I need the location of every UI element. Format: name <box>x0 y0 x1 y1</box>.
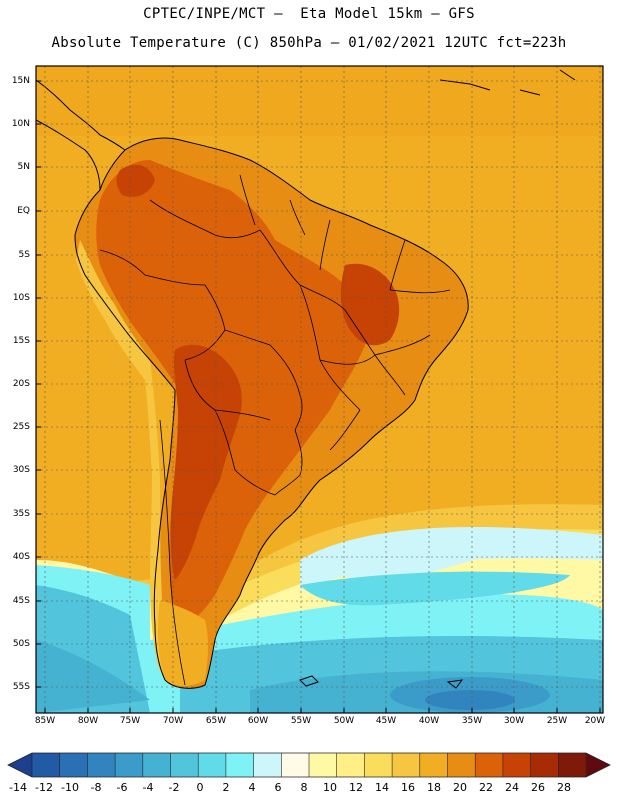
colorbar-outline <box>7 752 611 778</box>
lon-label: 45W <box>375 716 397 726</box>
colorbar-label: 0 <box>196 781 204 794</box>
colorbar-swatch <box>170 753 199 777</box>
colorbar-label: 26 <box>531 781 545 794</box>
colorbar-label: -4 <box>142 781 154 794</box>
lat-label: 50S <box>12 639 30 649</box>
warm-band <box>36 66 603 136</box>
colorbar-label: 14 <box>375 781 389 794</box>
colorbar-label: -14 <box>9 781 27 794</box>
hot-chaco <box>170 344 242 580</box>
lon-label: 30W <box>503 716 525 726</box>
central-america-coast <box>36 79 126 151</box>
colorbar-label: 20 <box>453 781 467 794</box>
falklands <box>299 675 319 687</box>
lat-label: 10N <box>11 119 30 129</box>
lat-label: 55S <box>12 682 30 692</box>
colorbar-swatch <box>32 753 61 777</box>
colorbar-label: -10 <box>61 781 79 794</box>
lon-label: 40W <box>418 716 440 726</box>
colorbar-arrow-high <box>586 753 610 777</box>
colorbar-label: -6 <box>116 781 128 794</box>
colorbar-label: 2 <box>222 781 230 794</box>
lat-label: 10S <box>12 293 30 303</box>
colorbar-swatch <box>447 753 476 777</box>
lon-label: 60W <box>247 716 269 726</box>
coastline <box>74 137 469 689</box>
lon-label: 70W <box>162 716 184 726</box>
hot-north <box>116 164 155 197</box>
colorbar-swatch <box>281 753 310 777</box>
lat-label: 15N <box>11 76 30 86</box>
lon-label: 80W <box>77 716 99 726</box>
lat-label: EQ <box>17 206 30 216</box>
south-georgia <box>446 679 464 689</box>
cold-sw <box>36 640 150 713</box>
map-title-line-1: CPTEC/INPE/MCT – Eta Model 15km – GFS <box>143 6 475 22</box>
colorbar-label: 18 <box>427 781 441 794</box>
colorbar-swatch <box>475 753 504 777</box>
lon-label: 65W <box>205 716 227 726</box>
lon-label: 55W <box>290 716 312 726</box>
colorbar-label: 10 <box>323 781 337 794</box>
colorbar-arrow-low <box>8 753 32 777</box>
colorbar-swatch <box>419 753 448 777</box>
colorbar-label: 6 <box>274 781 282 794</box>
colorbar-label: 8 <box>300 781 308 794</box>
lat-label: 30S <box>12 465 30 475</box>
cold-core-inner <box>425 690 515 710</box>
lon-label: 85W <box>34 716 56 726</box>
lat-label: 40S <box>12 552 30 562</box>
colorbar-swatch <box>253 753 282 777</box>
colorbar-swatch <box>530 753 559 777</box>
hot-brazil <box>340 263 400 346</box>
colorbar-swatch <box>87 753 116 777</box>
colorbar-label: 4 <box>248 781 256 794</box>
colorbar-label: 22 <box>479 781 493 794</box>
lat-label: 45S <box>12 596 30 606</box>
lat-label: 20S <box>12 379 30 389</box>
lon-label: 50W <box>333 716 355 726</box>
colorbar-label: 12 <box>349 781 363 794</box>
lat-label: 15S <box>12 336 30 346</box>
lat-label: 25S <box>12 422 30 432</box>
colorbar-label: -2 <box>168 781 180 794</box>
country-borders <box>99 174 451 686</box>
colorbar-label: 24 <box>505 781 519 794</box>
map-frame <box>35 65 604 714</box>
lon-label: 20W <box>584 716 606 726</box>
caribbean-islands-2 <box>519 69 576 96</box>
colorbar-label: 28 <box>557 781 571 794</box>
colorbar <box>7 752 611 778</box>
lat-label: 5S <box>18 250 30 260</box>
axis-ticks <box>36 80 601 713</box>
colorbar-swatch <box>392 753 421 777</box>
lat-label: 35S <box>12 509 30 519</box>
colorbar-label: 16 <box>401 781 415 794</box>
cold-tongue <box>300 571 570 606</box>
colorbar-swatch <box>198 753 227 777</box>
colorbar-swatch <box>309 753 338 777</box>
lon-label: 25W <box>546 716 568 726</box>
caribbean-islands <box>439 79 491 91</box>
patagonia <box>157 600 209 686</box>
lon-label: 75W <box>119 716 141 726</box>
andes-ridge <box>76 240 175 677</box>
central-america-coast-2 <box>36 119 101 191</box>
lat-label: 5N <box>17 162 30 172</box>
colorbar-swatch <box>59 753 88 777</box>
colorbar-swatch <box>364 753 393 777</box>
colorbar-swatch <box>502 753 532 777</box>
colorbar-swatch <box>225 753 255 777</box>
colorbar-label: -8 <box>90 781 102 794</box>
map-field <box>36 66 603 713</box>
colorbar-swatch <box>558 753 587 777</box>
colorbar-label: -12 <box>35 781 53 794</box>
map-title-line-2: Absolute Temperature (C) 850hPa – 01/02/… <box>51 35 567 51</box>
colorbar-swatch <box>115 753 144 777</box>
colorbar-swatch <box>142 753 171 777</box>
colorbar-swatch <box>336 753 365 777</box>
lon-label: 35W <box>461 716 483 726</box>
